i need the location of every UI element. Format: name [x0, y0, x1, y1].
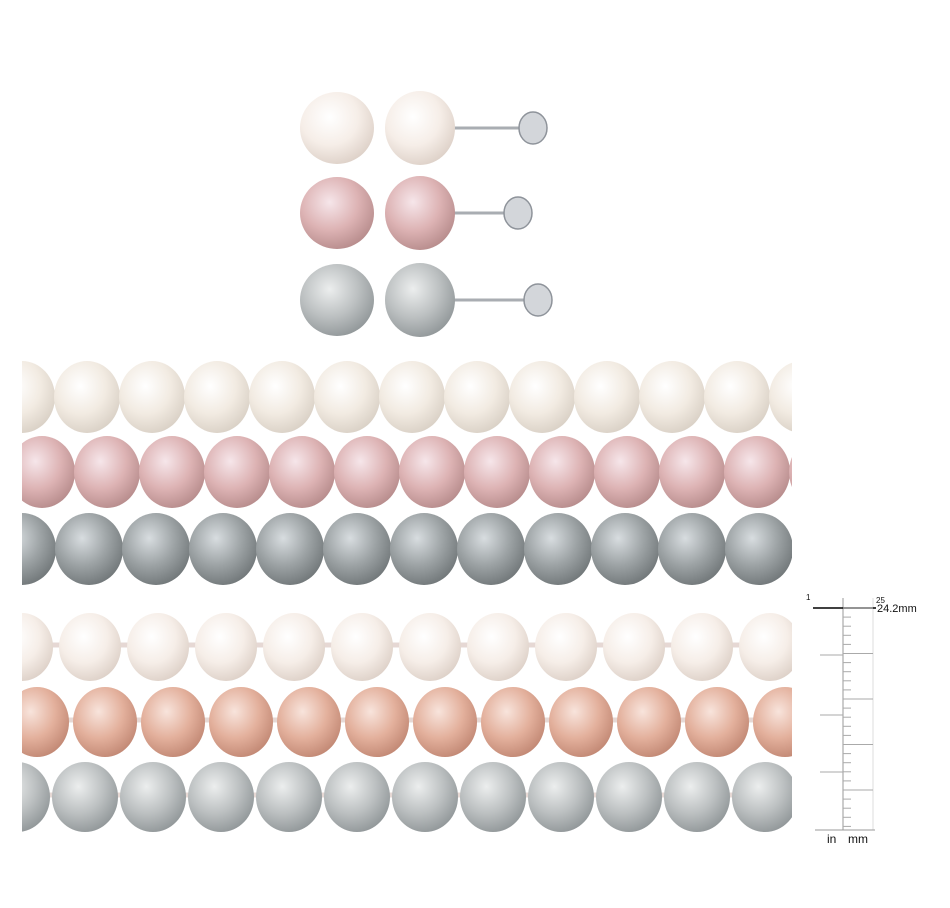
- pearl: [617, 687, 681, 757]
- pearl: [732, 762, 792, 832]
- pearl: [444, 361, 510, 433]
- pearl: [753, 687, 792, 757]
- pearl: [603, 613, 665, 681]
- pearl: [334, 436, 400, 508]
- pearl: [596, 762, 662, 832]
- pearl: [277, 687, 341, 757]
- pearl: [392, 762, 458, 832]
- mm-mark: 25: [876, 596, 885, 605]
- pearl: [184, 361, 250, 433]
- pearl: [457, 513, 525, 585]
- pearl: [345, 687, 409, 757]
- pearl: [249, 361, 315, 433]
- pearl: [55, 513, 123, 585]
- pearl: [725, 513, 792, 585]
- pearl: [535, 613, 597, 681]
- pearl: [671, 613, 733, 681]
- pearl: [390, 513, 458, 585]
- pearl: [209, 687, 273, 757]
- pearl: [524, 513, 592, 585]
- pearl: [120, 762, 186, 832]
- pearl: [300, 264, 374, 336]
- pearl: [509, 361, 575, 433]
- pearl: [323, 513, 391, 585]
- pearl: [300, 92, 374, 164]
- pearl: [385, 91, 455, 165]
- pearl: [127, 613, 189, 681]
- strands: [22, 361, 860, 832]
- pearl: [204, 436, 270, 508]
- pearl: [739, 613, 792, 681]
- pearl: [22, 613, 53, 681]
- pearl: [685, 687, 749, 757]
- backing: [503, 196, 533, 230]
- mm-label: mm: [848, 832, 868, 846]
- pearl: [119, 361, 185, 433]
- backing: [518, 111, 548, 145]
- pearl: [74, 436, 140, 508]
- pearl: [188, 762, 254, 832]
- earrings: [300, 91, 553, 337]
- pearl: [256, 513, 324, 585]
- ruler: 1 25 24.2mm in mm: [806, 593, 917, 846]
- pearl: [399, 613, 461, 681]
- pearl: [324, 762, 390, 832]
- pearl: [22, 762, 50, 832]
- pearl: [413, 687, 477, 757]
- pearl: [122, 513, 190, 585]
- pearl: [195, 613, 257, 681]
- pearl: [664, 762, 730, 832]
- inch-label: in: [827, 832, 836, 846]
- pearl: [331, 613, 393, 681]
- pearl: [385, 176, 455, 250]
- pearl: [464, 436, 530, 508]
- pearl: [22, 687, 69, 757]
- pearl: [54, 361, 120, 433]
- pearl: [467, 613, 529, 681]
- pearl: [22, 513, 56, 585]
- pearl: [594, 436, 660, 508]
- pearl: [256, 762, 322, 832]
- pearl: [139, 436, 205, 508]
- pearl: [789, 457, 792, 487]
- pearl: [263, 613, 325, 681]
- pearl: [529, 436, 595, 508]
- pearl: [549, 687, 613, 757]
- measurement-label: 24.2mm: [877, 603, 917, 615]
- pearl: [379, 361, 445, 433]
- pearl: [189, 513, 257, 585]
- pearl: [52, 762, 118, 832]
- pearl: [385, 263, 455, 337]
- pearl: [528, 762, 594, 832]
- pearl: [659, 436, 725, 508]
- pearl: [300, 177, 374, 249]
- pearl: [269, 436, 335, 508]
- pearl: [591, 513, 659, 585]
- pearl: [792, 513, 860, 585]
- pearl: [22, 361, 55, 433]
- pearl: [769, 362, 792, 432]
- pearl: [399, 436, 465, 508]
- pearl: [639, 361, 705, 433]
- pearl: [141, 687, 205, 757]
- pearl: [59, 613, 121, 681]
- pearl: [481, 687, 545, 757]
- pearl: [658, 513, 726, 585]
- pearl: [724, 436, 790, 508]
- pearl: [73, 687, 137, 757]
- pearl: [460, 762, 526, 832]
- backing: [523, 283, 553, 317]
- pearl: [574, 361, 640, 433]
- pearl: [704, 361, 770, 433]
- pearl: [314, 361, 380, 433]
- pearl: [22, 436, 75, 508]
- inch-mark: 1: [806, 593, 811, 602]
